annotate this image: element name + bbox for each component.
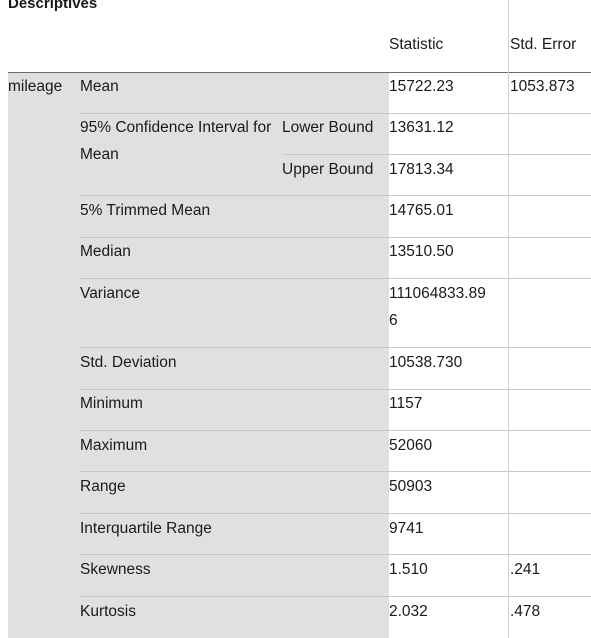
row-divider <box>80 113 591 114</box>
row-divider <box>80 430 591 431</box>
column-divider <box>508 0 509 638</box>
value-variance-line2: 6 <box>389 312 398 329</box>
value-range: 50903 <box>389 478 433 495</box>
value-variance-line1: 111064833.89 <box>389 285 486 302</box>
row-label-trimmed-mean: 5% Trimmed Mean <box>80 202 211 219</box>
value-trimmed-mean: 14765.01 <box>389 202 454 219</box>
table-title: Descriptives <box>8 0 98 12</box>
row-divider <box>80 471 591 472</box>
row-divider <box>80 278 591 279</box>
row-divider <box>80 389 591 390</box>
value-std-deviation: 10538.730 <box>389 354 463 371</box>
header-std-error: Std. Error <box>510 36 577 53</box>
value-median: 13510.50 <box>389 243 454 260</box>
value-iqr: 9741 <box>389 520 424 537</box>
row-label-ci: 95% Confidence Interval for Mean <box>80 119 272 163</box>
stderr-skewness: .241 <box>510 561 541 578</box>
row-label-iqr: Interquartile Range <box>80 520 212 537</box>
value-minimum: 1157 <box>389 395 423 412</box>
header-statistic: Statistic <box>389 36 444 53</box>
value-ci-upper: 17813.34 <box>389 161 454 178</box>
row-divider <box>80 237 591 238</box>
value-kurtosis: 2.032 <box>389 603 428 620</box>
row-label-mean: Mean <box>80 78 119 95</box>
row-label-shading <box>8 73 389 638</box>
stderr-kurtosis: .478 <box>510 603 541 620</box>
row-label-kurtosis: Kurtosis <box>80 603 136 620</box>
row-divider <box>80 347 591 348</box>
ci-upper-label: Upper Bound <box>282 161 374 178</box>
stderr-mean: 1053.873 <box>510 78 575 95</box>
row-label-std-deviation: Std. Deviation <box>80 354 177 371</box>
value-ci-lower: 13631.12 <box>389 119 454 136</box>
row-label-skewness: Skewness <box>80 561 151 578</box>
value-skewness: 1.510 <box>389 561 428 578</box>
row-divider <box>80 554 591 555</box>
row-divider <box>80 596 591 597</box>
row-label-range: Range <box>80 478 126 495</box>
row-divider <box>80 513 591 514</box>
row-label-variance: Variance <box>80 285 141 302</box>
row-label-median: Median <box>80 243 131 260</box>
header-divider <box>8 72 591 73</box>
row-divider <box>80 195 591 196</box>
row-label-minimum: Minimum <box>80 395 143 412</box>
ci-lower-label: Lower Bound <box>282 119 374 136</box>
value-mean: 15722.23 <box>389 78 454 95</box>
value-maximum: 52060 <box>389 437 433 454</box>
row-label-maximum: Maximum <box>80 437 148 454</box>
variable-name: mileage <box>8 78 63 95</box>
row-divider <box>282 154 591 155</box>
